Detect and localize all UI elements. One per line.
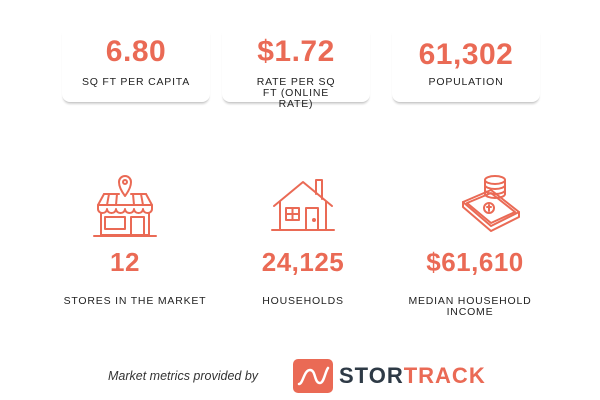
metric-value: 6.80 <box>105 35 167 68</box>
metric-label: SQ FT PER CAPITA <box>81 76 191 88</box>
money-coins-icon <box>462 175 520 232</box>
median-income-value: $61,610 <box>426 247 524 277</box>
logo-text-track: TRACK <box>403 363 486 388</box>
stores-count-label: STORES IN THE MARKET <box>63 295 207 307</box>
metric-value: $1.72 <box>257 35 335 68</box>
stortrack-logo-text: STORTRACK <box>339 362 486 390</box>
stores-count-value: 12 <box>110 247 140 277</box>
metric-value: 61,302 <box>418 38 514 71</box>
metric-label: POPULATION <box>428 76 504 88</box>
metric-label: RATE PER SQ FT (ONLINE RATE) <box>256 76 336 110</box>
house-icon <box>271 179 335 231</box>
households-value: 24,125 <box>261 247 345 277</box>
logo-text-stor: STOR <box>339 363 404 388</box>
metric-card-population: 61,302 POPULATION <box>392 26 540 102</box>
stortrack-logo-icon <box>293 359 333 393</box>
footer-text: Market metrics provided by <box>108 369 259 383</box>
metric-card-rate-per-sqft: $1.72 RATE PER SQ FT (ONLINE RATE) <box>222 26 370 110</box>
households-label: HOUSEHOLDS <box>262 295 344 307</box>
storefront-icon <box>93 175 157 237</box>
median-income-label: MEDIAN HOUSEHOLD INCOME <box>408 295 532 318</box>
metric-card-sqft-per-capita: 6.80 SQ FT PER CAPITA <box>62 26 210 102</box>
